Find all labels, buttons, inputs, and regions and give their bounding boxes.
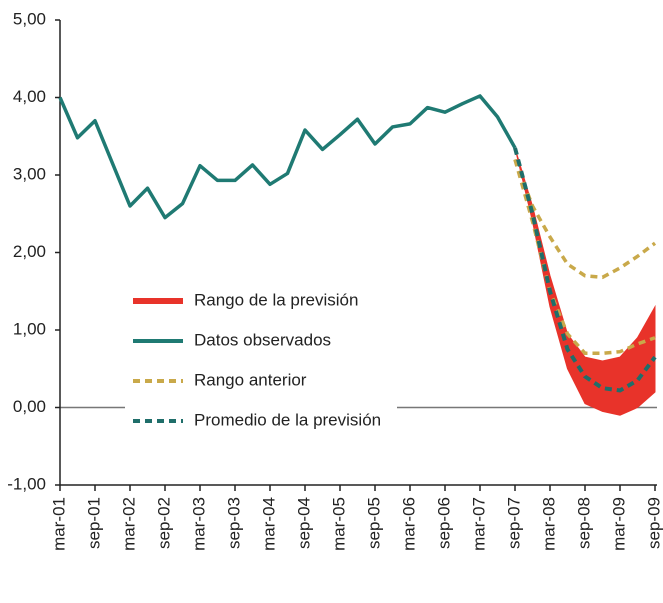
x-tick-label: sep-05 [364,497,383,549]
x-tick-label: mar-02 [119,497,138,551]
y-tick-label: 1,00 [13,319,46,338]
y-tick-label: 2,00 [13,242,46,261]
forecast-band [514,147,656,416]
legend-label: Rango anterior [194,370,307,389]
legend: Rango de la previsión Datos observados Ran… [125,283,397,443]
mean-line [513,147,657,393]
x-tick-label: mar-08 [539,497,558,551]
previous-range-low [513,159,656,355]
y-tick-label: 4,00 [13,87,46,106]
x-tick-label: mar-06 [399,497,418,551]
x-tick-label: sep-03 [224,497,243,549]
x-tick-label: sep-01 [84,497,103,549]
x-tick-label: mar-09 [609,497,628,551]
y-tick-label: 0,00 [13,397,46,416]
x-tick-label: sep-07 [504,497,523,549]
x-tick-label: sep-02 [154,497,173,549]
y-tick-label: 5,00 [13,9,46,28]
x-tick-label: mar-04 [259,497,278,551]
x-tick-label: sep-08 [574,497,593,549]
x-tick-label: mar-01 [49,497,68,551]
previous-range-high [513,158,657,280]
x-tick-label: mar-05 [329,497,348,551]
y-tick-label: 3,00 [13,164,46,183]
y-tick-label: -1,00 [7,474,46,493]
legend-label: Datos observados [194,330,331,349]
legend-box [125,283,397,443]
x-tick-label: mar-03 [189,497,208,551]
x-tick-label: sep-06 [434,497,453,549]
x-tick-label: sep-09 [644,497,663,549]
x-tick-label: mar-07 [469,497,488,551]
observed-line [58,94,517,220]
legend-label: Rango de la previsión [194,290,358,309]
legend-label: Promedio de la previsión [194,410,381,429]
x-tick-label: sep-04 [294,497,313,549]
